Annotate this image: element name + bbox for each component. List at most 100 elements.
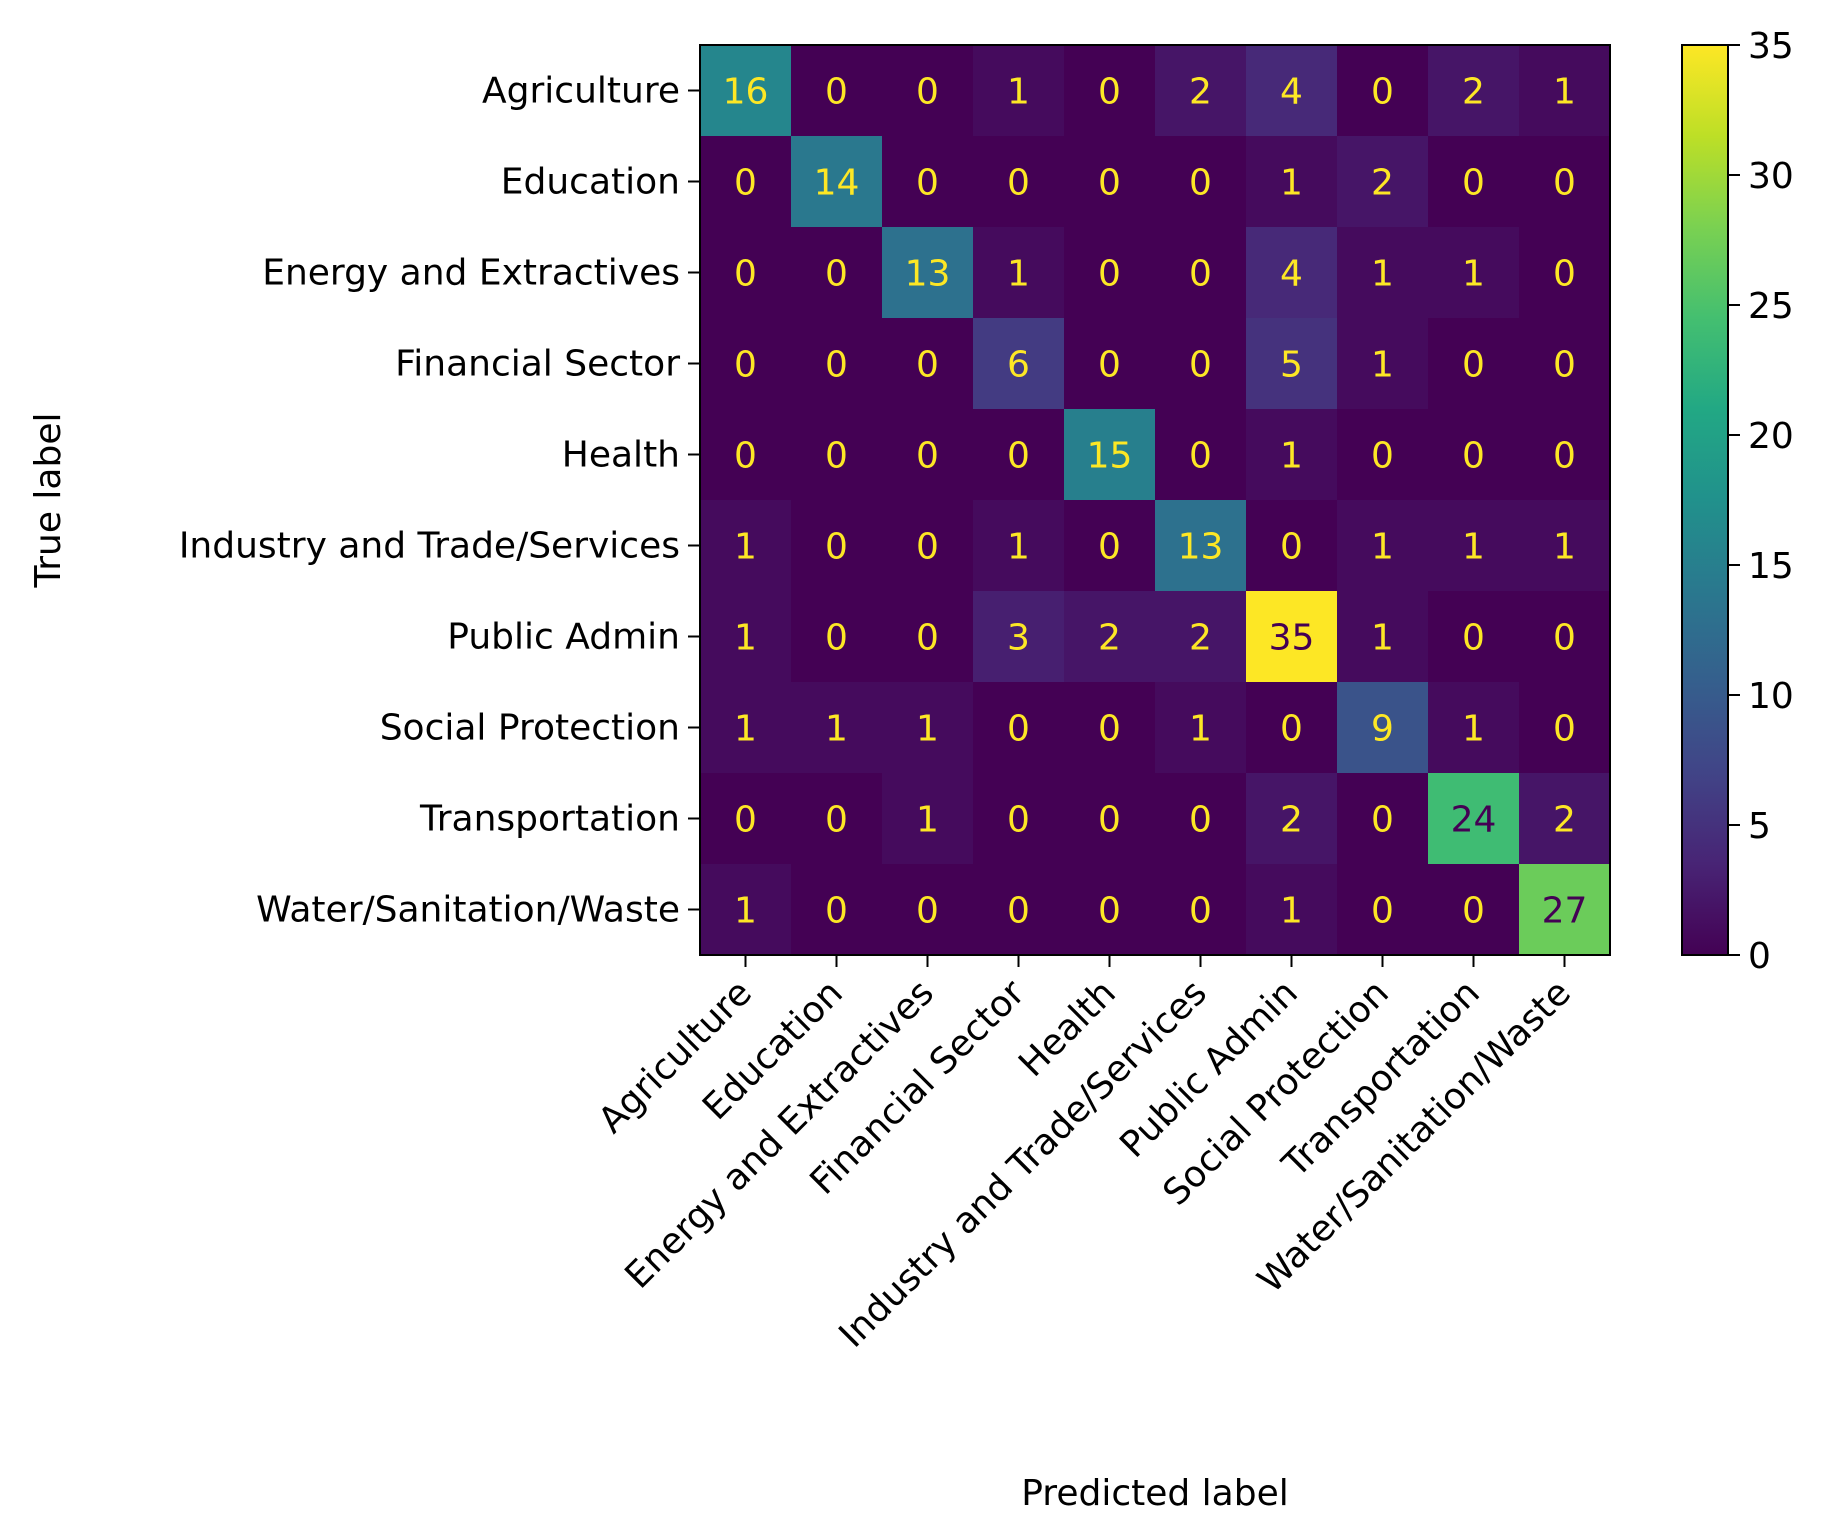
cell-value: 0 [1189, 436, 1212, 477]
cell-r3-c5 [1155, 318, 1247, 410]
heatmap-cell-values: 16 0 0 1 0 2 4 0 2 10 14 0 0 0 0 1 2 0 00 0 13 1 0 0 4 1 1 00 0 0 6 0 0 5… [723, 72, 1588, 932]
cell-value: 0 [1189, 891, 1212, 932]
cell-value: 1 [734, 709, 757, 750]
cell-r9-c7 [1337, 864, 1429, 956]
cell-value: 0 [1007, 436, 1030, 477]
cell-r1-c7 [1337, 136, 1429, 228]
cell-value: 4 [1280, 72, 1303, 113]
cell-value: 1 [1007, 72, 1030, 113]
cell-value: 1 [1280, 891, 1303, 932]
cell-value: 1 [734, 891, 757, 932]
y-tick-label: Energy and Extractives [262, 253, 680, 294]
cell-value: 0 [1462, 618, 1485, 659]
cell-r6-c3 [973, 591, 1065, 683]
cell-r7-c7 [1337, 682, 1429, 774]
cell-r2-c8 [1428, 227, 1520, 319]
cell-value: 0 [825, 891, 848, 932]
cell-r8-c6 [1246, 773, 1338, 865]
cell-r5-c7 [1337, 500, 1429, 592]
cell-value: 15 [1087, 436, 1133, 477]
heatmap-cells [700, 45, 1611, 956]
cell-value: 0 [1007, 163, 1030, 204]
cell-value: 0 [1553, 618, 1576, 659]
cell-r2-c7 [1337, 227, 1429, 319]
cell-value: 0 [825, 800, 848, 841]
cell-r2-c4 [1064, 227, 1156, 319]
cell-r6-c6 [1246, 591, 1338, 683]
cell-value: 1 [734, 618, 757, 659]
cell-value: 2 [1371, 163, 1394, 204]
cell-value: 0 [1553, 436, 1576, 477]
y-tick-label: Transportation [419, 799, 680, 840]
cell-r8-c8 [1428, 773, 1520, 865]
cell-r4-c2 [882, 409, 974, 501]
cell-value: 1 [1553, 72, 1576, 113]
y-tick-label: Financial Sector [395, 344, 680, 385]
cell-r9-c2 [882, 864, 974, 956]
cell-r9-c5 [1155, 864, 1247, 956]
cell-value: 0 [1007, 800, 1030, 841]
cell-value: 24 [1451, 800, 1497, 841]
cell-value: 0 [1462, 163, 1485, 204]
cell-value: 2 [1553, 800, 1576, 841]
cell-r4-c5 [1155, 409, 1247, 501]
cell-r8-c5 [1155, 773, 1247, 865]
cell-value: 4 [1280, 254, 1303, 295]
cell-r9-c8 [1428, 864, 1520, 956]
cell-value: 0 [1371, 72, 1394, 113]
cell-value: 1 [825, 709, 848, 750]
cell-value: 0 [1098, 800, 1121, 841]
cell-value: 0 [1189, 800, 1212, 841]
cell-value: 1 [1462, 254, 1485, 295]
cell-r0-c6 [1246, 45, 1338, 137]
cell-value: 1 [1371, 527, 1394, 568]
cell-r5-c1 [791, 500, 883, 592]
cell-r1-c1 [791, 136, 883, 228]
cell-r5-c4 [1064, 500, 1156, 592]
cell-r3-c3 [973, 318, 1065, 410]
cell-value: 1 [1371, 618, 1394, 659]
cell-r4-c8 [1428, 409, 1520, 501]
cell-r2-c2 [882, 227, 974, 319]
cell-value: 0 [1462, 436, 1485, 477]
y-tick-label: Health [562, 435, 680, 476]
cell-r9-c1 [791, 864, 883, 956]
cell-r7-c2 [882, 682, 974, 774]
cell-r3-c9 [1519, 318, 1611, 410]
cell-r0-c4 [1064, 45, 1156, 137]
cell-value: 0 [825, 254, 848, 295]
colorbar-tick-label: 5 [1748, 806, 1771, 847]
colorbar-tick-label: 35 [1748, 26, 1794, 67]
cell-r3-c4 [1064, 318, 1156, 410]
cell-r0-c3 [973, 45, 1065, 137]
cell-r1-c0 [700, 136, 792, 228]
cell-r4-c4 [1064, 409, 1156, 501]
cell-r9-c9 [1519, 864, 1611, 956]
cell-value: 2 [1189, 72, 1212, 113]
cell-value: 1 [1007, 527, 1030, 568]
cell-r3-c8 [1428, 318, 1520, 410]
cell-r2-c3 [973, 227, 1065, 319]
cell-r5-c3 [973, 500, 1065, 592]
cell-r3-c0 [700, 318, 792, 410]
colorbar-tick-label: 25 [1748, 286, 1794, 327]
cell-value: 0 [916, 345, 939, 386]
cell-r2-c1 [791, 227, 883, 319]
cell-value: 0 [825, 436, 848, 477]
cell-r5-c5 [1155, 500, 1247, 592]
cell-value: 0 [734, 163, 757, 204]
cell-value: 0 [734, 254, 757, 295]
cell-value: 9 [1371, 709, 1394, 750]
cell-value: 1 [734, 527, 757, 568]
cell-value: 0 [825, 618, 848, 659]
cell-r8-c9 [1519, 773, 1611, 865]
cell-r4-c3 [973, 409, 1065, 501]
cell-r2-c9 [1519, 227, 1611, 319]
cell-value: 2 [1462, 72, 1485, 113]
cell-r1-c9 [1519, 136, 1611, 228]
cell-value: 0 [1098, 163, 1121, 204]
y-axis: Agriculture Education Energy and Extractiv… [179, 71, 700, 931]
cell-value: 0 [916, 891, 939, 932]
cell-r8-c4 [1064, 773, 1156, 865]
